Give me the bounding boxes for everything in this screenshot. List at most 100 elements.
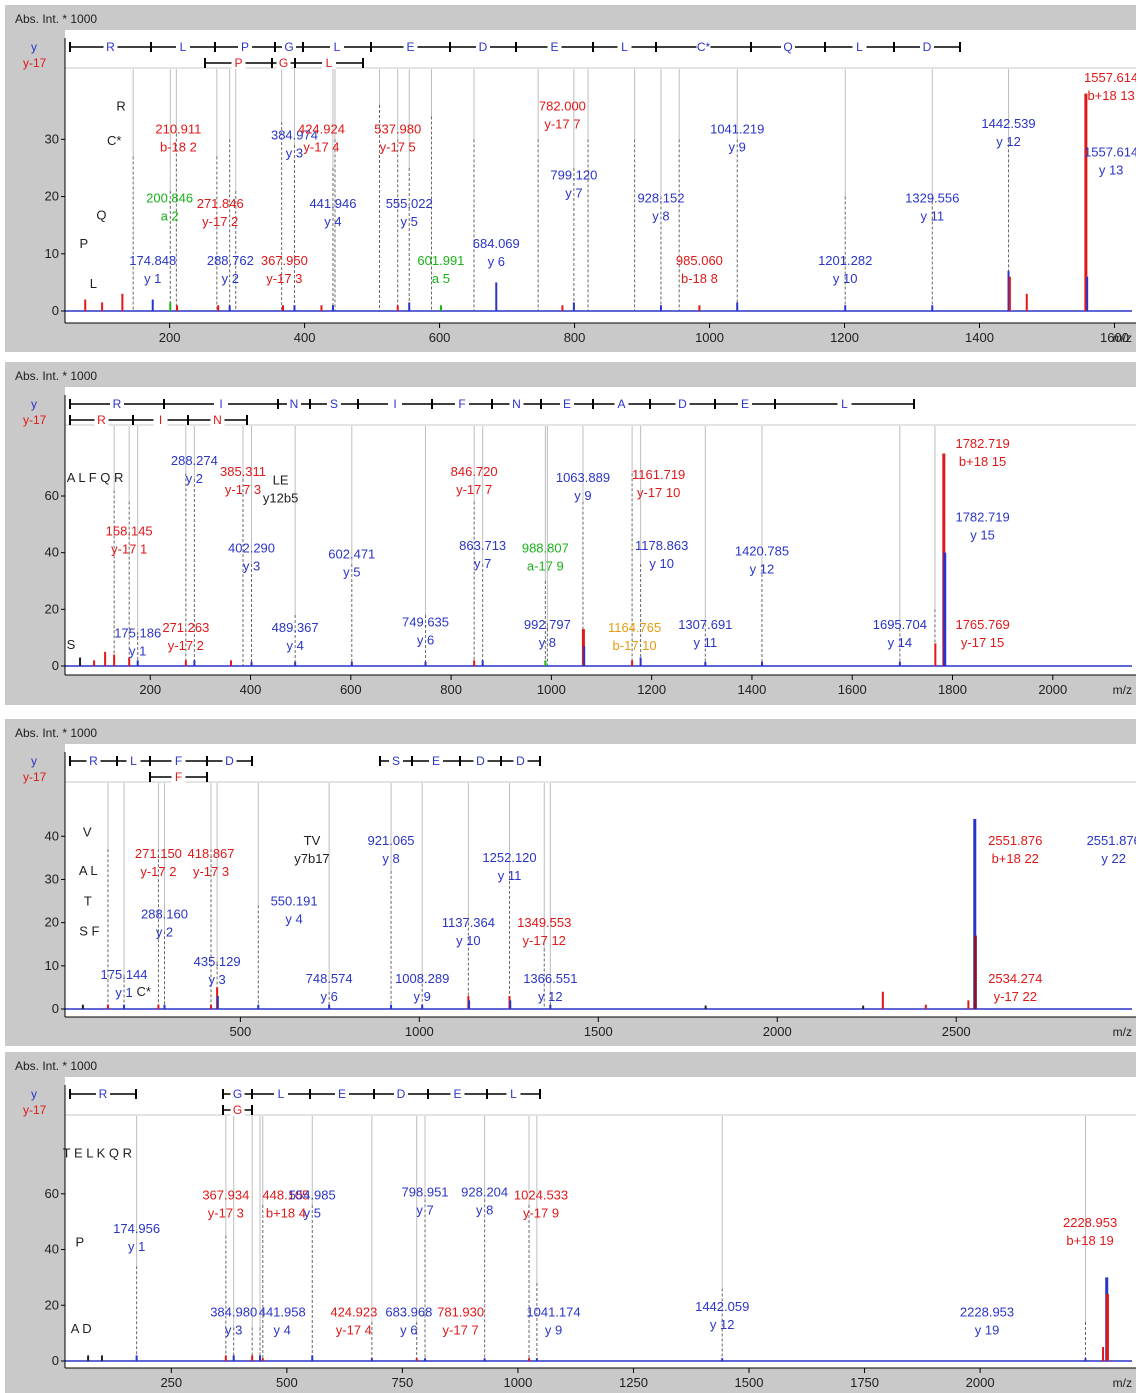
spectrum-peak <box>561 305 564 311</box>
seq-residue: R <box>97 413 106 427</box>
peak-label: 1695.704 <box>873 617 927 632</box>
spectrum-chart-1: Abs. Int. * 1000 y R L P G L E D E L C* Q L Dy-17 P G L 21… <box>15 12 1136 345</box>
peak-label: 1782.719 <box>955 510 1009 525</box>
x-tick-label: 500 <box>230 1024 252 1039</box>
peak-label: y 3 <box>208 972 225 987</box>
peak-label: LE <box>273 473 289 488</box>
peak-label: 158.145 <box>106 524 153 539</box>
spectrum-peak <box>101 302 104 311</box>
spectrum-peak <box>311 1355 314 1361</box>
spectrum-peak <box>84 299 87 311</box>
peak-label: y 1 <box>115 985 132 1000</box>
peak-label: 1442.059 <box>695 1299 749 1314</box>
spectrum-peak <box>698 305 701 311</box>
spectrum-peak <box>934 643 937 666</box>
spectrum-peak <box>473 660 476 666</box>
spectrum-peak <box>216 996 219 1009</box>
y-tick-label: 20 <box>45 1297 59 1312</box>
seq-residue-bg <box>96 1088 110 1100</box>
seq-row-label: y <box>31 397 37 411</box>
peak-label: y12b5 <box>263 491 298 506</box>
spectrum-peak <box>135 1355 138 1361</box>
peak-label: 537.980 <box>374 122 421 137</box>
spectrum-peak <box>736 302 739 311</box>
peak-label: y7b17 <box>294 851 329 866</box>
chart-title: Abs. Int. * 1000 <box>15 726 97 740</box>
spectrum-peak <box>328 1004 331 1009</box>
seq-residue: G <box>284 40 293 54</box>
peak-label: y 12 <box>750 562 775 577</box>
spectrum-peak <box>163 1004 166 1009</box>
peak-label: b-18 2 <box>160 140 197 155</box>
peak-label: 1557.614 <box>1084 145 1136 160</box>
immonium-label: P <box>80 236 89 251</box>
spectrum-peak <box>128 657 131 666</box>
seq-residue: E <box>453 1087 461 1101</box>
peak-label: 1349.553 <box>517 915 571 930</box>
x-tick-label: 200 <box>139 682 161 697</box>
spectrum-peak <box>320 305 323 311</box>
spectrum-peak <box>468 1000 471 1009</box>
immonium-label: A L F Q R <box>67 470 124 485</box>
peak-label: 602.471 <box>328 546 375 561</box>
seq-residue: F <box>175 754 182 768</box>
y-tick-label: 20 <box>45 915 59 930</box>
seq-row-label: y <box>31 1087 37 1101</box>
peak-label: 424.924 <box>298 122 345 137</box>
peak-label: 1178.863 <box>635 538 688 553</box>
y-tick-label: 0 <box>52 1001 59 1016</box>
spectrum-peak <box>931 305 934 311</box>
peak-label: y 12 <box>538 989 563 1004</box>
seq-residue: S <box>392 754 400 768</box>
seq-residue: E <box>741 397 749 411</box>
spectrum-peak <box>572 302 575 311</box>
peak-label: 748.574 <box>306 971 353 986</box>
seq-residue-bg <box>547 41 562 53</box>
peak-label: y 8 <box>476 1203 493 1218</box>
spectrum-peak <box>261 1358 264 1361</box>
spectrum-peak <box>184 660 187 666</box>
immonium-label: V <box>83 824 92 839</box>
spectrum-peak <box>250 661 253 666</box>
spectrum-peak <box>924 1004 927 1009</box>
x-tick-label: 1800 <box>938 682 967 697</box>
peak-label: 200.846 <box>146 190 193 205</box>
seq-residue-bg <box>171 755 186 767</box>
peak-label: 1137.364 <box>442 915 495 930</box>
seq-residue-bg <box>403 41 418 53</box>
peak-label: y 11 <box>694 635 718 650</box>
peak-label: y 6 <box>488 254 505 269</box>
seq-residue-bg <box>238 41 252 53</box>
seq-residue-bg <box>230 1088 245 1100</box>
peak-label: 1041.174 <box>526 1304 580 1319</box>
seq-residue-bg <box>282 41 296 53</box>
spectrum-peak <box>424 661 427 666</box>
spectrum-peak <box>421 1004 424 1009</box>
spectrum-peak <box>157 1004 160 1009</box>
spectrum-peak <box>631 660 634 666</box>
spectrum-peak <box>639 657 642 666</box>
peak-label: 271.263 <box>162 620 209 635</box>
spectrum-peak <box>396 305 399 311</box>
peak-label: y 10 <box>456 933 481 948</box>
x-tick-label: 1000 <box>503 1375 532 1390</box>
immonium-label: L <box>90 276 97 291</box>
peak-label: y 2 <box>186 471 203 486</box>
peak-label: y-17 7 <box>456 482 492 497</box>
peak-label: y 4 <box>324 214 341 229</box>
peak-label: y-17 15 <box>961 635 1004 650</box>
spectrum-peak <box>1007 270 1010 311</box>
spectrum-peak <box>350 661 353 666</box>
peak-label: y-17 5 <box>380 140 416 155</box>
spectrum-peak <box>1084 93 1088 311</box>
seq-residue: C* <box>697 40 711 54</box>
peak-label: y-17 22 <box>994 989 1037 1004</box>
seq-residue: P <box>234 56 242 70</box>
peak-label: y 13 <box>1099 163 1124 178</box>
seq-residue-bg <box>614 398 629 410</box>
x-tick-label: 250 <box>160 1375 182 1390</box>
spectrum-chart-4: Abs. Int. * 1000 y R G L E D E Ly-17 G 174.956 y 1 3… <box>15 1059 1136 1390</box>
spectrum-peak <box>483 1358 486 1361</box>
seq-residue: F <box>458 397 465 411</box>
